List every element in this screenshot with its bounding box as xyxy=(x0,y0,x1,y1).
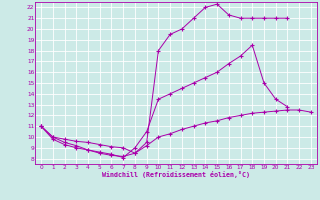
X-axis label: Windchill (Refroidissement éolien,°C): Windchill (Refroidissement éolien,°C) xyxy=(102,171,250,178)
